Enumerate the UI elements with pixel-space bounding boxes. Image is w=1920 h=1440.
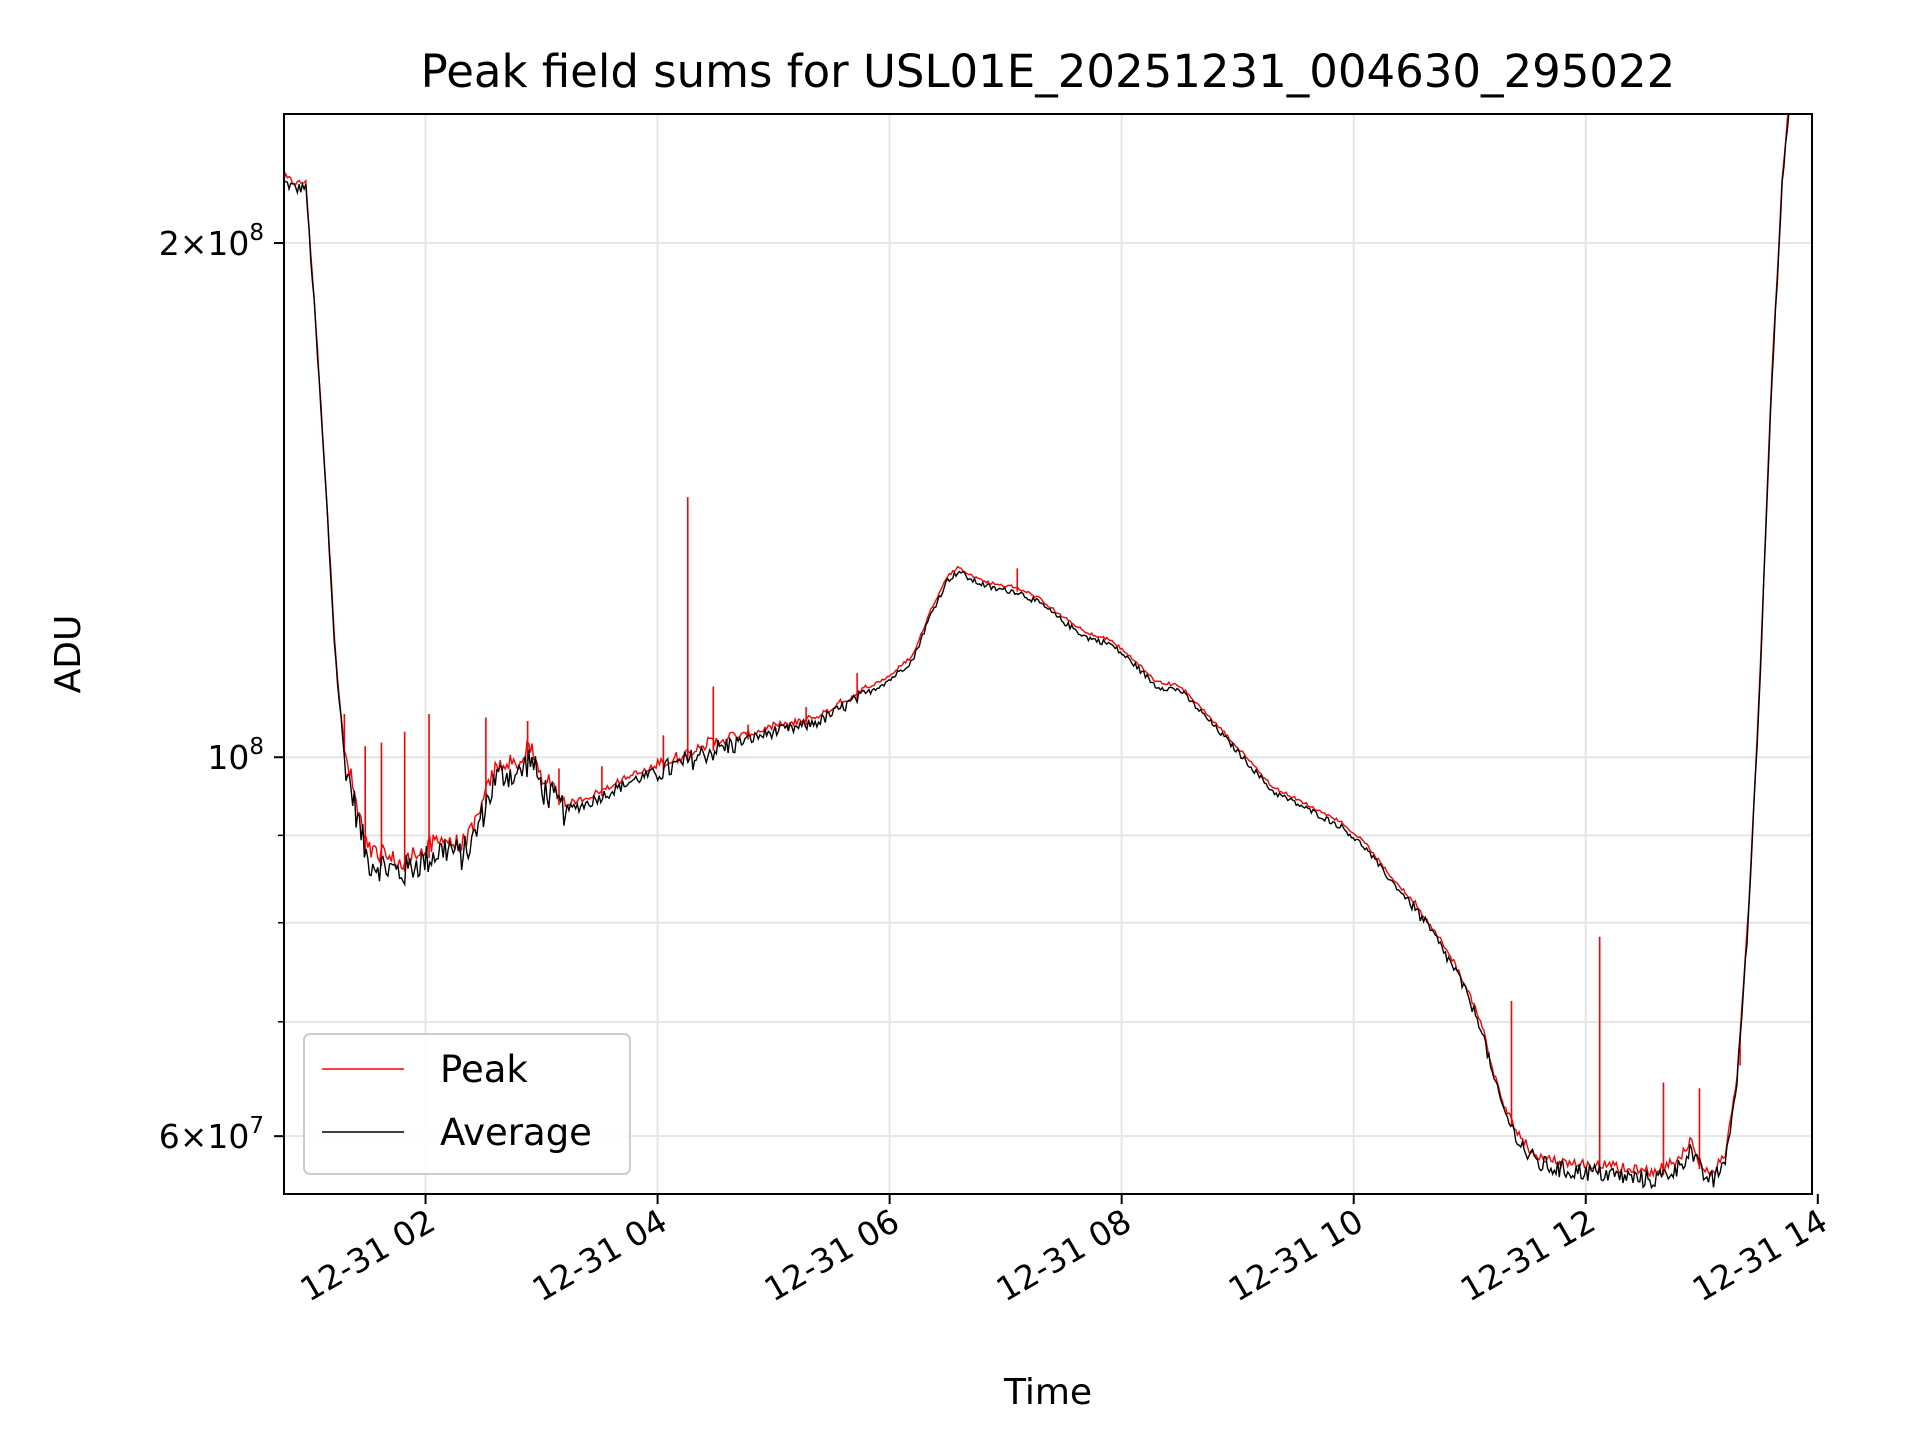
y-tick-label: 2×108 bbox=[159, 220, 264, 263]
average-series-line bbox=[284, 114, 1790, 1190]
y-axis-label: ADU bbox=[48, 615, 89, 694]
legend-label-peak: Peak bbox=[440, 1048, 528, 1091]
plot-frame bbox=[283, 113, 1813, 1195]
legend-label-average: Average bbox=[440, 1111, 592, 1154]
legend: Peak Average bbox=[303, 1033, 631, 1175]
y-axis: 6×107 108 2×108 bbox=[159, 220, 284, 1156]
chart-title: Peak field sums for USL01E_20251231_0046… bbox=[421, 45, 1676, 98]
series-layer bbox=[284, 114, 1790, 1190]
y-tick-label: 108 bbox=[207, 734, 264, 777]
x-axis-label: Time bbox=[1003, 1372, 1092, 1413]
y-tick-label: 6×107 bbox=[159, 1113, 264, 1156]
